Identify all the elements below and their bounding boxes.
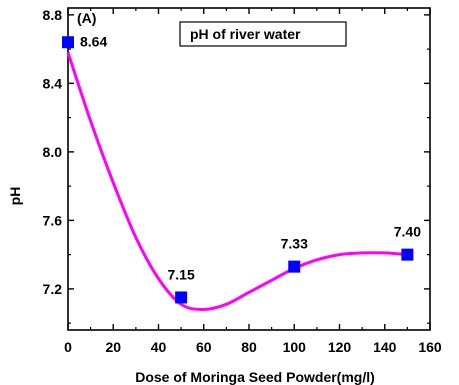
x-tick-label: 120 bbox=[328, 339, 352, 355]
data-label: 8.64 bbox=[80, 33, 107, 49]
x-tick-label: 160 bbox=[418, 339, 442, 355]
panel-label: (A) bbox=[77, 10, 96, 26]
x-tick-label: 80 bbox=[241, 339, 257, 355]
x-tick-label: 100 bbox=[283, 339, 307, 355]
x-tick-label: 60 bbox=[196, 339, 212, 355]
data-marks: 8.64 7.15 7.33 7.40 bbox=[62, 33, 421, 304]
y-axis-title: pH bbox=[7, 187, 23, 206]
axes: 0 20 40 60 80 100 120 140 160 7.2 7.6 8.0 8.4 8.8 bbox=[43, 7, 442, 355]
fit-curve-line bbox=[66, 52, 408, 311]
data-point bbox=[288, 260, 301, 273]
x-tick-label: 40 bbox=[151, 339, 167, 355]
y-tick-label: 8.8 bbox=[43, 7, 63, 23]
y-tick-label: 8.0 bbox=[43, 144, 63, 160]
legend-box bbox=[179, 21, 347, 47]
y-tick-label: 7.6 bbox=[43, 212, 63, 228]
data-label: 7.15 bbox=[168, 266, 195, 282]
x-tick-label: 20 bbox=[105, 339, 121, 355]
data-point bbox=[401, 248, 414, 261]
y-tick-label: 8.4 bbox=[43, 75, 63, 91]
data-label: 7.33 bbox=[281, 236, 308, 252]
fit-curve-layer bbox=[66, 52, 408, 311]
x-tick-label: 140 bbox=[373, 339, 397, 355]
plot-frame bbox=[67, 7, 431, 331]
legend-text: pH of river water bbox=[190, 26, 301, 42]
x-tick-label: 0 bbox=[64, 339, 72, 355]
data-point bbox=[175, 291, 188, 304]
data-point bbox=[62, 36, 74, 49]
y-tick-label: 7.2 bbox=[43, 281, 63, 297]
data-label: 7.40 bbox=[394, 224, 421, 240]
x-axis-title: Dose of Moringa Seed Powder(mg/l) bbox=[135, 369, 375, 385]
legend: pH of river water bbox=[179, 21, 347, 47]
